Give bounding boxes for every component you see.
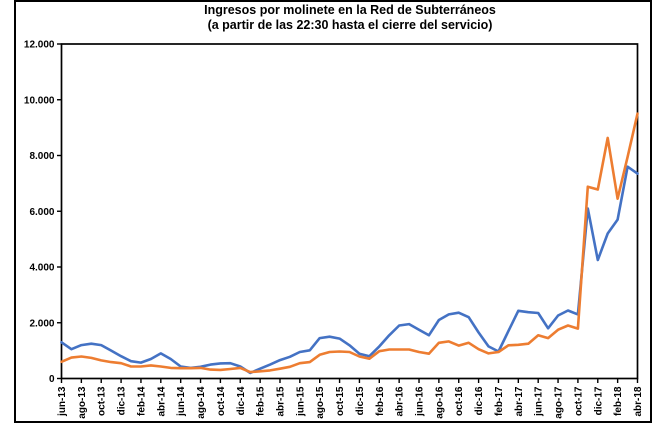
- x-axis-label: ago-17: [554, 386, 565, 419]
- x-axis-label: ago-13: [77, 386, 88, 419]
- y-axis-label: 4.000: [29, 263, 54, 274]
- chart-subtitle: (a partir de las 22:30 hasta el cierre d…: [207, 18, 493, 32]
- plot-area: [60, 43, 639, 380]
- chart-title-block: Ingresos por molinete en la Red de Subte…: [62, 3, 638, 33]
- x-axis-label: feb-17: [494, 386, 505, 416]
- y-axis-label: 8.000: [29, 151, 54, 162]
- x-axis-label: jun-15: [295, 386, 306, 417]
- x-axis-label: abr-14: [156, 386, 167, 416]
- x-axis-label: feb-16: [375, 386, 386, 416]
- x-axis-label: ago-14: [196, 386, 207, 419]
- series-line-serie-azul: [60, 165, 639, 375]
- x-axis-label: jun-14: [176, 386, 187, 417]
- x-axis-label: dic-17: [593, 386, 604, 415]
- x-axis-label: dic-16: [474, 386, 485, 415]
- y-axis-label: 0: [49, 374, 55, 385]
- x-axis-label: oct-14: [216, 386, 227, 416]
- x-axis-label: dic-13: [117, 386, 128, 415]
- x-axis-label: dic-15: [355, 386, 366, 415]
- x-axis-label: abr-16: [395, 386, 406, 416]
- x-axis-label: oct-13: [97, 386, 108, 416]
- x-axis-label: oct-17: [573, 386, 584, 416]
- y-axis-label: 12.000: [24, 40, 55, 51]
- x-axis-label: abr-15: [275, 386, 286, 416]
- y-axis-label: 10.000: [24, 95, 55, 106]
- x-axis-label: feb-18: [613, 386, 624, 416]
- series-line-serie-naranja: [60, 112, 639, 374]
- x-axis-label: jun-16: [415, 386, 426, 417]
- x-axis-label: jun-13: [57, 386, 68, 417]
- y-axis-label: 6.000: [29, 207, 54, 218]
- chart-title: Ingresos por molinete en la Red de Subte…: [204, 3, 496, 17]
- x-axis-label: ago-15: [315, 386, 326, 419]
- x-axis-label: oct-16: [454, 386, 465, 416]
- x-axis-label: oct-15: [335, 386, 346, 416]
- y-axis-label: 2.000: [29, 318, 54, 329]
- x-axis-label: ago-16: [434, 386, 445, 419]
- x-axis-label: feb-14: [136, 386, 147, 416]
- x-axis-label: jun-17: [534, 386, 545, 417]
- x-axis-label: abr-17: [514, 386, 525, 416]
- x-axis-label: abr-18: [633, 386, 644, 416]
- x-axis-label: dic-14: [236, 386, 247, 415]
- x-axis-label: feb-15: [256, 386, 267, 416]
